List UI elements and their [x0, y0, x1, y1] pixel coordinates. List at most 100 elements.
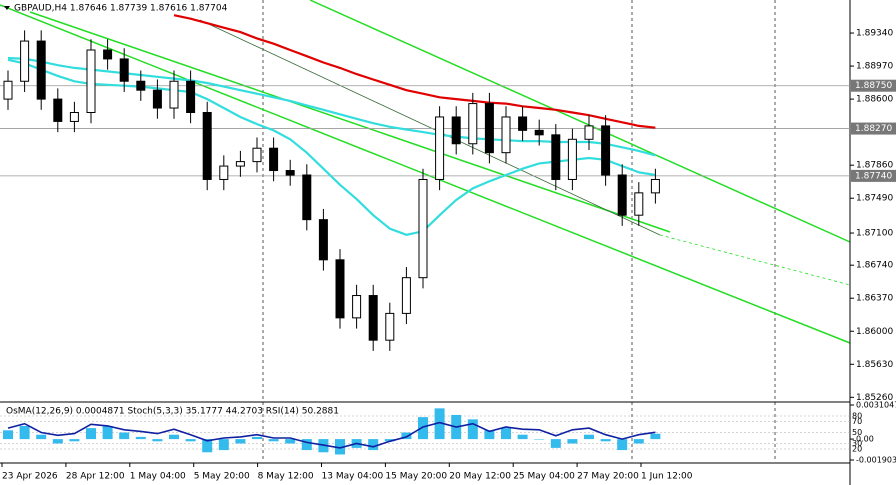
osma-bar: [633, 439, 644, 444]
x-tick-label: 20 May 12:00: [449, 472, 511, 482]
osma-bar: [418, 417, 428, 440]
x-tick-label: 15 May 20:00: [385, 472, 447, 482]
osma-bar: [36, 434, 47, 440]
osma-bar: [86, 428, 96, 440]
candle-body: [252, 147, 262, 163]
candle-body: [468, 103, 478, 145]
rsi-tick-label: 70: [852, 417, 862, 426]
candle-body: [235, 161, 245, 167]
trend-line-extension: [659, 234, 851, 286]
candle-body: [36, 40, 46, 100]
candle-body: [601, 125, 611, 176]
osma-bar: [119, 432, 130, 440]
level-label-box: [851, 122, 896, 135]
candle-body: [202, 112, 212, 180]
candle-body: [169, 80, 179, 109]
moving-average: [173, 14, 656, 129]
y-tick-label: 1.87860: [856, 161, 893, 171]
osma-bar: [202, 439, 213, 453]
chart-title: GBPAUD,H4 1.87646 1.87739 1.87616 1.8770…: [14, 4, 228, 14]
candle-body: [401, 277, 411, 314]
candle-body: [20, 40, 30, 82]
y-tick-label: 1.87100: [856, 229, 893, 239]
y-tick-label: 1.86740: [856, 261, 893, 271]
osma-bar: [584, 434, 594, 440]
osma-bar: [252, 436, 262, 440]
osma-tick-label: -0.001903: [856, 456, 896, 465]
candle-body: [650, 178, 660, 194]
rsi-line: [7, 421, 656, 449]
x-tick-label: 27 May 20:00: [577, 472, 639, 482]
osma-bar: [135, 436, 146, 440]
rsi-tick-label: 20: [852, 445, 862, 454]
candle-body: [302, 174, 312, 221]
vertical-separators: [262, 0, 776, 462]
y-tick-label: 1.85630: [856, 360, 893, 370]
osma-bar: [484, 430, 495, 440]
osma-bar: [52, 439, 63, 444]
osma-bar: [301, 439, 312, 451]
candle-body: [136, 80, 146, 91]
x-tick-label: 23 Apr 2026: [2, 472, 58, 482]
osma-bar: [19, 425, 30, 440]
osma-bar: [650, 433, 661, 440]
trend-line: [199, 19, 661, 236]
candle-body: [119, 58, 129, 82]
osma-bar: [567, 439, 578, 444]
candle-body: [335, 259, 345, 319]
osma-bar: [550, 439, 561, 448]
osma-tick-label: 0.00: [856, 435, 874, 444]
candle-body: [534, 129, 544, 136]
candle-body: [269, 147, 279, 172]
x-tick-label: 1 Jun 12:00: [641, 472, 693, 482]
y-tick-label: 1.86000: [856, 327, 893, 337]
candle-body: [285, 170, 295, 176]
osma-bar: [102, 425, 113, 440]
osma-bar: [268, 439, 279, 442]
level-label-box: [851, 169, 896, 182]
osma-bar: [384, 439, 395, 442]
candle-body: [53, 98, 63, 122]
x-tick-label: 1 May 04:00: [130, 472, 186, 482]
x-tick-label: 25 May 04:00: [513, 472, 575, 482]
osma-bar: [218, 439, 229, 451]
candle-body: [69, 112, 79, 122]
osma-bar: [368, 439, 379, 451]
channel-line: [0, 4, 851, 344]
level-label: 1.88270: [855, 124, 892, 134]
osma-bar: [501, 428, 511, 440]
osma-tick-label: 0.0031047: [856, 401, 896, 410]
y-tick-label: 1.88600: [856, 95, 893, 105]
level-label-box: [851, 79, 896, 92]
osma-bar: [600, 439, 611, 442]
y-tick-label: 1.87490: [856, 194, 893, 204]
candle-body: [584, 125, 594, 140]
candle-body: [418, 178, 428, 279]
candle-body: [385, 312, 395, 341]
candle-body: [451, 116, 461, 145]
osma-bar: [467, 419, 478, 440]
osma-bar: [335, 439, 345, 455]
candle-body: [219, 165, 229, 180]
candle-body: [152, 89, 162, 109]
level-label: 1.87740: [855, 171, 892, 181]
candle-body: [318, 219, 328, 261]
osma-bar: [69, 439, 80, 442]
osma-bar: [534, 439, 545, 440]
osma-bar: [169, 434, 179, 440]
candle-body: [617, 174, 627, 216]
symbol-marker: [4, 6, 10, 10]
candle-body: [501, 116, 511, 154]
y-tick-label: 1.88970: [856, 62, 893, 72]
indicator-title: OsMA(12,26,9) 0.0004871 Stoch(5,3,3) 35.…: [6, 407, 339, 417]
osma-bar: [235, 439, 246, 444]
x-tick-label: 28 Apr 12:00: [66, 472, 125, 482]
osma-bar: [185, 439, 196, 442]
candle-body: [435, 116, 445, 180]
osma-bar: [285, 439, 296, 444]
y-tick-label: 1.86370: [856, 294, 893, 304]
rsi-tick-label: 30: [852, 439, 862, 448]
candle-body: [484, 103, 494, 154]
